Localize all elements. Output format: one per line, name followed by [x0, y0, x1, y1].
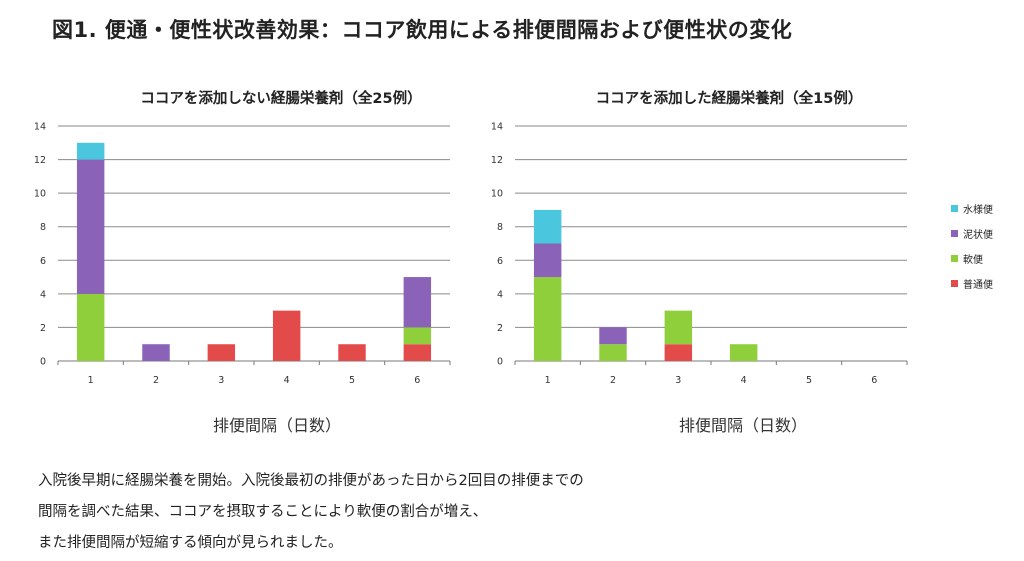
caption-line-2: 間隔を調べた結果、ココアを摂取することにより軟便の割合が増え、 [38, 504, 488, 520]
chart-2-xtick-label-4: 4 [741, 375, 747, 386]
legend-swatch-soft [951, 254, 958, 262]
chart-1-ytick-2: 2 [40, 323, 46, 334]
chart-1-xtick-label-6: 6 [414, 375, 420, 386]
chart-1-bar-watery-1 [76, 142, 105, 160]
caption-line-3: また排便間隔が短縮する傾向が見られました。 [38, 535, 343, 551]
chart-2-ytick-12: 12 [491, 155, 503, 166]
caption-line-1: 入院後早期に経腸栄養を開始。入院後最初の排便があった日から2回目の排便までの [38, 473, 584, 489]
legend-swatch-muddy [951, 229, 958, 237]
legend-item-muddy: 泥状便 [951, 225, 993, 241]
figure-title: 図1. 便通・便性状改善効果：ココア飲用による排便間隔および便性状の変化 [52, 18, 793, 42]
chart-1-ytick-8: 8 [40, 222, 46, 233]
chart-1-ytick-12: 12 [34, 155, 46, 166]
chart-1-xtick-label-5: 5 [349, 375, 355, 386]
chart-1-bar-normal-5 [338, 344, 366, 361]
chart-2-bar-normal-3 [664, 344, 693, 361]
legend-label-muddy: 泥状便 [963, 229, 993, 241]
chart-2-xtick-label-2: 2 [610, 375, 616, 386]
chart-2-ytick-4: 4 [497, 289, 503, 300]
legend-label-watery: 水様便 [963, 204, 993, 216]
legend-item-soft: 軟便 [951, 250, 993, 266]
legend-swatch-normal [951, 279, 958, 287]
chart-2-bar-soft-3 [664, 310, 693, 345]
chart-1-title: ココアを添加しない経腸栄養剤（全25例） [140, 89, 421, 107]
chart-1-bar-soft-1 [76, 293, 105, 361]
chart-1-bar-muddy-6 [403, 277, 432, 328]
chart-1-ytick-6: 6 [40, 256, 46, 267]
legend-item-watery: 水様便 [951, 200, 993, 216]
chart-1-ytick-14: 14 [34, 122, 46, 133]
legend-swatch-watery [951, 204, 958, 212]
chart-1-xtick-label-3: 3 [218, 375, 224, 386]
chart-2-xtick-label-6: 6 [871, 375, 877, 386]
chart-1-bar-normal-3 [207, 344, 236, 361]
chart-1-ytick-4: 4 [40, 289, 46, 300]
chart-1-bar-muddy-1 [76, 159, 105, 294]
chart-2-ytick-0: 0 [497, 357, 503, 368]
chart-2-ytick-10: 10 [491, 189, 503, 200]
chart-1-bar-normal-6 [403, 344, 432, 361]
chart-1-xtick-label-4: 4 [284, 375, 290, 386]
chart-2-ytick-6: 6 [497, 256, 503, 267]
chart-1-bar-soft-6 [403, 327, 432, 345]
chart-1-bar-muddy-2 [142, 344, 170, 361]
caption: 入院後早期に経腸栄養を開始。入院後最初の排便があった日から2回目の排便までの 間… [38, 466, 584, 559]
chart-2-xtick-label-5: 5 [806, 375, 812, 386]
chart-2-x-axis-label: 排便間隔（日数） [679, 416, 807, 435]
chart-2-bar-soft-2 [599, 344, 627, 361]
chart-2-ytick-2: 2 [497, 323, 503, 334]
legend-item-normal: 普通便 [951, 275, 993, 291]
chart-2-ytick-14: 14 [491, 122, 503, 133]
chart-1-xtick-label-1: 1 [88, 375, 94, 386]
legend-label-soft: 軟便 [963, 254, 983, 266]
chart-2-xtick-label-3: 3 [675, 375, 681, 386]
legend-label-normal: 普通便 [963, 279, 993, 291]
chart-2-bar-soft-4 [729, 344, 758, 361]
chart-2-bar-muddy-1 [533, 243, 562, 278]
chart-2-xtick-label-1: 1 [545, 375, 551, 386]
chart-2-title: ココアを添加した経腸栄養剤（全15例） [596, 89, 863, 107]
chart-2-bar-soft-1 [533, 277, 562, 361]
chart-1-ytick-0: 0 [40, 357, 46, 368]
legend: 水様便 泥状便 軟便 普通便 [951, 200, 993, 300]
chart-1-bar-normal-4 [272, 310, 301, 361]
chart-1-x-axis-label: 排便間隔（日数） [213, 416, 341, 435]
chart-2-bar-muddy-2 [599, 327, 627, 345]
chart-1-xtick-label-2: 2 [153, 375, 159, 386]
chart-1-ytick-10: 10 [34, 189, 46, 200]
chart-2-ytick-8: 8 [497, 222, 503, 233]
chart-2-bar-watery-1 [533, 209, 562, 244]
